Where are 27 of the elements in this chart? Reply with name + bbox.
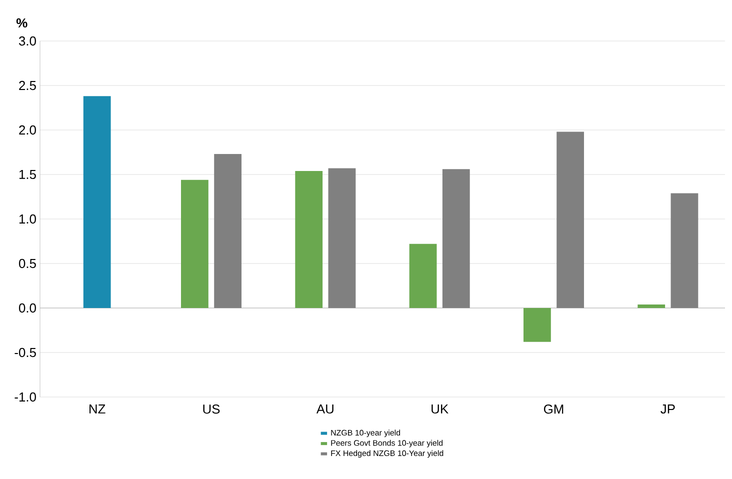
x-tick-label: UK [432,404,448,414]
x-tick-label: US [203,404,220,414]
y-tick-label: -0.5 [14,348,36,358]
bar [214,154,242,308]
bar [638,304,666,308]
y-tick-label: -1.0 [14,392,36,402]
y-axis-title: % [16,18,28,28]
y-tick-label: 1.0 [19,214,36,224]
bar [328,168,356,308]
x-tick-label: GM [544,404,564,414]
bar [295,170,323,308]
y-tick-label: 2.5 [19,80,36,90]
x-tick-label: JP [660,404,675,414]
y-tick-label: 0.5 [18,258,36,268]
bar [670,193,698,308]
y-tick-label: 0.0 [18,303,36,313]
bar [409,244,437,308]
bar [523,308,551,342]
bar [442,169,470,308]
bar [556,132,584,308]
bar [83,96,111,308]
y-tick-label: 2.0 [19,125,36,135]
bar [180,180,208,308]
y-tick-label: 3.0 [18,36,36,46]
x-tick-label: AU [316,404,334,414]
x-tick-label: NZ [90,404,106,414]
y-tick-label: 1.5 [19,170,36,180]
